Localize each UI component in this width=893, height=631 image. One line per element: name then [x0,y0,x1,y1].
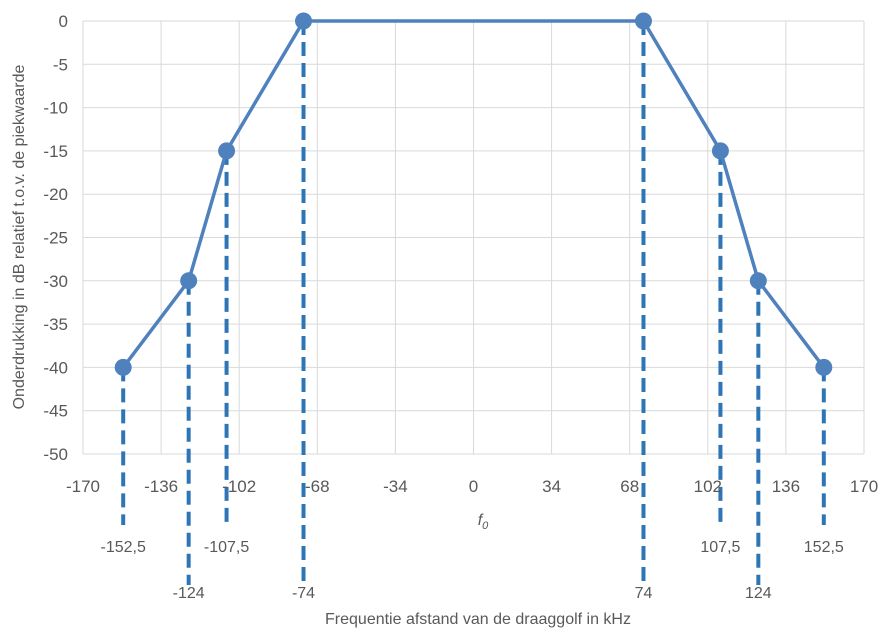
drop-lines [121,21,826,585]
grid [82,20,865,455]
series-line [121,19,826,369]
x-tick-label: 0 [469,477,478,496]
x-tick-label: -170 [66,477,100,496]
x-tick-label: -34 [383,477,408,496]
y-tick-label: -50 [43,445,68,464]
x-tick-label: 170 [850,477,878,496]
drop-line-labels: -152,5 -124 -107,5 -74 74 107,5 124 152,5 [101,539,844,602]
center-label: f0 [478,512,489,532]
x-tick-label: -102 [222,477,256,496]
y-tick-label: -15 [43,142,68,161]
drop-line-label: -124 [173,585,205,602]
y-tick-label: -10 [43,99,68,118]
y-tick-label: -40 [43,358,68,377]
y-tick-label: -30 [43,272,68,291]
data-point [295,12,313,30]
data-point [114,358,132,376]
y-tick-label: -35 [43,315,68,334]
data-point [634,12,652,30]
x-tick-label: 136 [772,477,800,496]
y-tick-labels: 0 -5 -10 -15 -20 -25 -30 -35 -40 -45 -50 [43,12,68,464]
x-tick-label: 68 [620,477,639,496]
data-point [180,272,198,290]
x-tick-label: -136 [144,477,178,496]
y-tick-label: -25 [43,229,68,248]
x-tick-labels: -170 -136 -102 -68 -34 0 34 68 102 136 170 [66,477,878,496]
drop-line-label: 74 [635,585,653,602]
data-point [218,142,236,160]
drop-line-label: 107,5 [700,539,740,556]
data-point [711,142,729,160]
y-tick-label: 0 [59,12,68,31]
y-tick-label: -20 [43,185,68,204]
x-tick-label: 34 [542,477,561,496]
x-axis-label: Frequentie afstand van de draaggolf in k… [325,611,631,628]
y-tick-label: -45 [43,402,68,421]
data-point [815,358,833,376]
x-tick-label: -68 [305,477,330,496]
y-axis-label: Onderdrukking in dB relatief t.o.v. de p… [11,65,28,410]
drop-line-label: -107,5 [204,539,249,556]
series [114,12,833,376]
drop-line-label: 124 [745,585,772,602]
drop-line-label: -74 [292,585,315,602]
drop-line-label: 152,5 [804,539,844,556]
data-point [749,272,767,290]
drop-line-label: -152,5 [101,539,146,556]
x-tick-label: 102 [694,477,722,496]
y-tick-label: -5 [53,55,68,74]
